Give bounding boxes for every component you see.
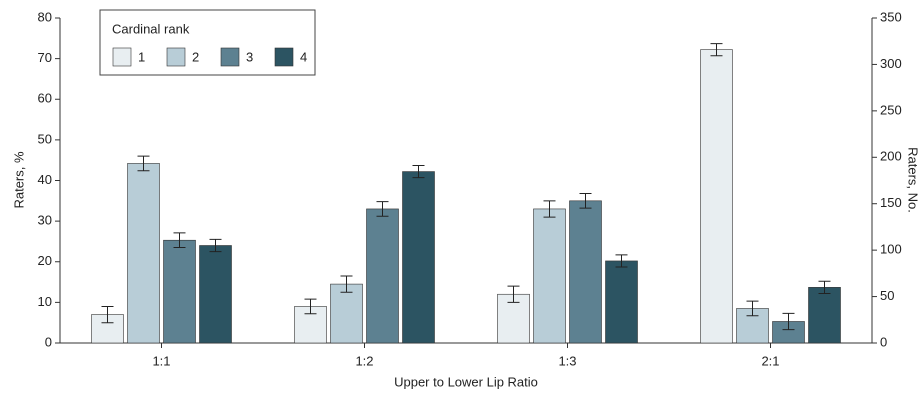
error-bar — [340, 275, 353, 293]
y2-tick-label: 150 — [880, 195, 902, 210]
legend-title: Cardinal rank — [112, 21, 190, 36]
y-tick-label: 70 — [38, 50, 52, 65]
y-tick-label: 0 — [45, 334, 52, 349]
bar — [605, 260, 638, 344]
error-bar — [543, 200, 556, 218]
error-bar — [137, 155, 150, 172]
y-tick-label: 60 — [38, 91, 52, 106]
x-tick-label: 2:1 — [761, 353, 779, 368]
bar — [700, 49, 733, 344]
legend-label: 1 — [138, 49, 145, 64]
bar — [402, 171, 435, 344]
y-tick-label: 40 — [38, 172, 52, 187]
x-tick-label: 1:3 — [558, 353, 576, 368]
bar — [163, 239, 196, 344]
x-axis-label: Upper to Lower Lip Ratio — [394, 374, 538, 389]
y2-tick-label: 50 — [880, 288, 894, 303]
error-bar — [173, 232, 186, 249]
bar — [366, 208, 399, 344]
error-bar — [615, 254, 628, 268]
legend-swatch — [274, 47, 294, 67]
y-tick-label: 80 — [38, 9, 52, 24]
bar — [127, 163, 160, 344]
y-tick-label: 20 — [38, 253, 52, 268]
error-bar — [782, 312, 795, 331]
error-bar — [376, 201, 389, 217]
y2-axis-label: Raters, No. — [906, 147, 921, 213]
legend-swatch — [112, 47, 132, 67]
legend-swatch — [220, 47, 240, 67]
y2-tick-label: 350 — [880, 9, 902, 24]
error-bar — [710, 43, 723, 57]
bar — [533, 208, 566, 344]
y2-tick-label: 300 — [880, 56, 902, 71]
y2-tick-label: 250 — [880, 102, 902, 117]
error-bar — [746, 300, 759, 317]
legend-label: 4 — [300, 49, 307, 64]
error-bar — [412, 164, 425, 179]
y2-tick-label: 100 — [880, 242, 902, 257]
y2-tick-label: 0 — [880, 334, 887, 349]
bar — [808, 287, 841, 344]
error-bar — [579, 193, 592, 209]
y-tick-label: 50 — [38, 131, 52, 146]
y-axis-label: Raters, % — [11, 151, 26, 209]
legend-label: 2 — [192, 49, 199, 64]
error-bar — [818, 280, 831, 294]
legend-swatch — [166, 47, 186, 67]
y-tick-label: 10 — [38, 294, 52, 309]
y-tick-label: 30 — [38, 213, 52, 228]
bar — [199, 245, 232, 344]
y2-tick-label: 200 — [880, 149, 902, 164]
error-bar — [507, 285, 520, 303]
x-tick-label: 1:2 — [355, 353, 373, 368]
bar — [330, 283, 363, 344]
x-tick-label: 1:1 — [152, 353, 170, 368]
legend-label: 3 — [246, 49, 253, 64]
bar — [569, 200, 602, 344]
error-bar — [304, 298, 317, 315]
error-bar — [209, 238, 222, 253]
error-bar — [101, 305, 114, 324]
